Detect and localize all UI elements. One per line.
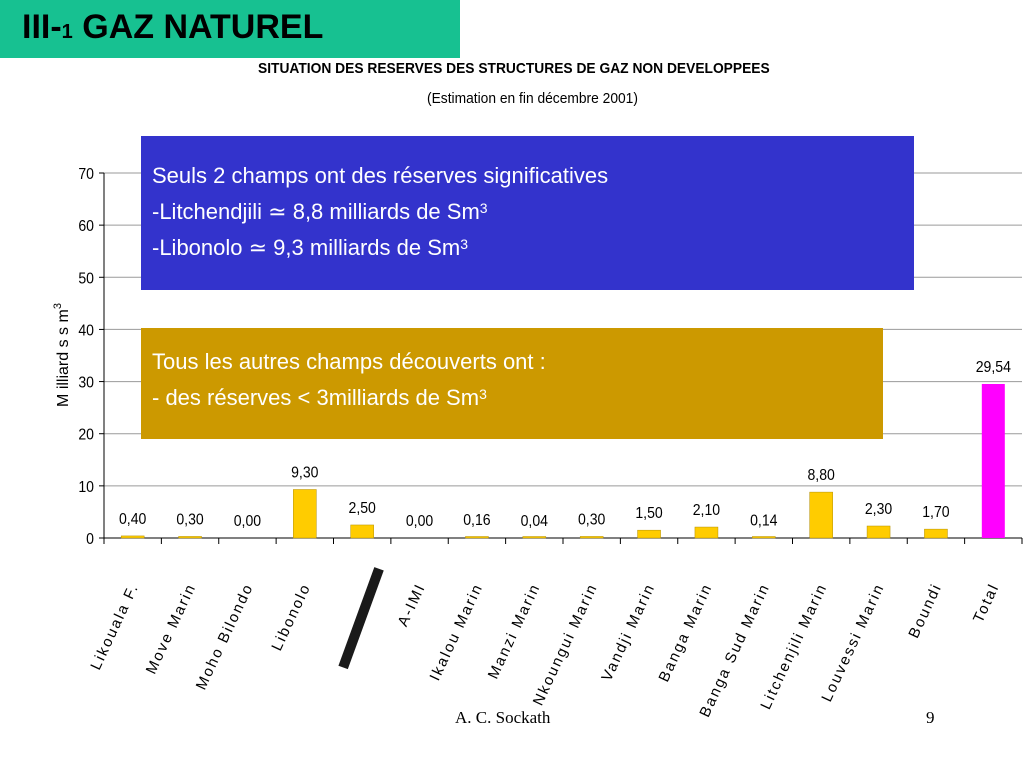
bar-value-label: 0,14	[750, 511, 777, 529]
bar-value-label: 1,70	[922, 503, 949, 521]
callout-other-fields: Tous les autres champs découverts ont : …	[141, 328, 883, 439]
page-number: 9	[926, 708, 935, 727]
bar-value-label: 0,40	[119, 510, 146, 528]
x-category-label: Total	[970, 581, 1003, 626]
y-axis-label: M illiard s s m3	[52, 303, 72, 407]
x-category-label-smudge	[338, 567, 384, 670]
y-tick-label: 0	[86, 530, 94, 548]
callout-blue-line2: -Litchendjili ≃ 8,8 milliards de Sm3	[152, 199, 488, 224]
bar-value-label: 0,04	[521, 512, 548, 530]
bar	[178, 536, 202, 539]
x-category-label: Ikalou Marin	[426, 581, 486, 684]
y-tick-label: 40	[78, 322, 94, 340]
bar-value-label: 0,00	[234, 512, 261, 530]
bar	[350, 524, 374, 539]
x-category-label: Banga Marin	[655, 581, 716, 685]
bar	[866, 525, 891, 539]
bar	[694, 526, 719, 539]
callout-gold-line2: - des réserves < 3milliards de Sm3	[152, 385, 487, 410]
bar	[637, 529, 661, 539]
bar-value-label: 1,50	[635, 504, 662, 522]
slide-title-number: 1	[61, 21, 73, 43]
bar-value-label: 2,30	[865, 500, 892, 518]
slide-title-prefix: III-	[22, 8, 62, 46]
bar-value-label: 0,00	[406, 512, 433, 530]
x-category-label: A-IMI	[394, 581, 429, 630]
x-category-label: Manzi Marin	[485, 581, 544, 682]
bar	[120, 535, 145, 539]
bar	[981, 383, 1005, 538]
bar-value-label: 8,80	[807, 466, 834, 484]
footer-author: A. C. Sockath	[455, 708, 551, 727]
bar-value-label: 2,10	[693, 501, 720, 519]
x-category-label: Vandji Marin	[598, 581, 658, 684]
y-tick-label: 20	[78, 426, 94, 444]
slide-title-banner: III-1 GAZ NATUREL	[0, 0, 460, 58]
x-category-label: Move Marin	[143, 581, 200, 677]
x-category-label: Nkoungui Marin	[530, 581, 602, 709]
bar	[924, 528, 948, 539]
x-category-label: Boundi	[905, 581, 945, 641]
callout-significant-reserves: Seuls 2 champs ont des réserves signific…	[141, 136, 914, 290]
x-category-label: Louvessi Marin	[818, 581, 888, 705]
x-category-label: Libonolo	[268, 581, 314, 654]
bar-value-label: 0,16	[463, 511, 490, 529]
chart-subtitle: (Estimation en fin décembre 2001)	[427, 90, 638, 107]
bar-value-label: 9,30	[291, 464, 318, 482]
bar	[579, 536, 604, 539]
bar	[522, 536, 547, 539]
callout-blue-line1: Seuls 2 champs ont des réserves signific…	[152, 163, 609, 188]
y-tick-label: 60	[78, 217, 94, 235]
y-tick-label: 10	[78, 478, 94, 496]
bar-value-label: 29,54	[976, 358, 1011, 376]
y-tick-label: 50	[78, 269, 94, 287]
chart-title: SITUATION DES RESERVES DES STRUCTURES DE…	[258, 60, 770, 77]
slide-title: III-1 GAZ NATUREL	[22, 8, 323, 47]
x-category-label: Likouala F.	[87, 581, 142, 673]
bar	[293, 489, 317, 539]
y-tick-label: 30	[78, 374, 94, 392]
bar-value-label: 2,50	[348, 499, 375, 517]
bar	[809, 491, 833, 539]
bar	[752, 536, 776, 539]
slide-title-main: GAZ NATUREL	[72, 8, 324, 46]
bar-value-label: 0,30	[176, 511, 203, 529]
x-category-label: Moho Bilondo	[193, 581, 257, 693]
callout-gold-line1: Tous les autres champs découverts ont :	[152, 349, 546, 374]
bar	[465, 536, 489, 539]
callout-blue-line3: -Libonolo ≃ 9,3 milliards de Sm3	[152, 235, 469, 260]
bar-value-label: 0,30	[578, 511, 605, 529]
y-tick-label: 70	[78, 165, 94, 183]
